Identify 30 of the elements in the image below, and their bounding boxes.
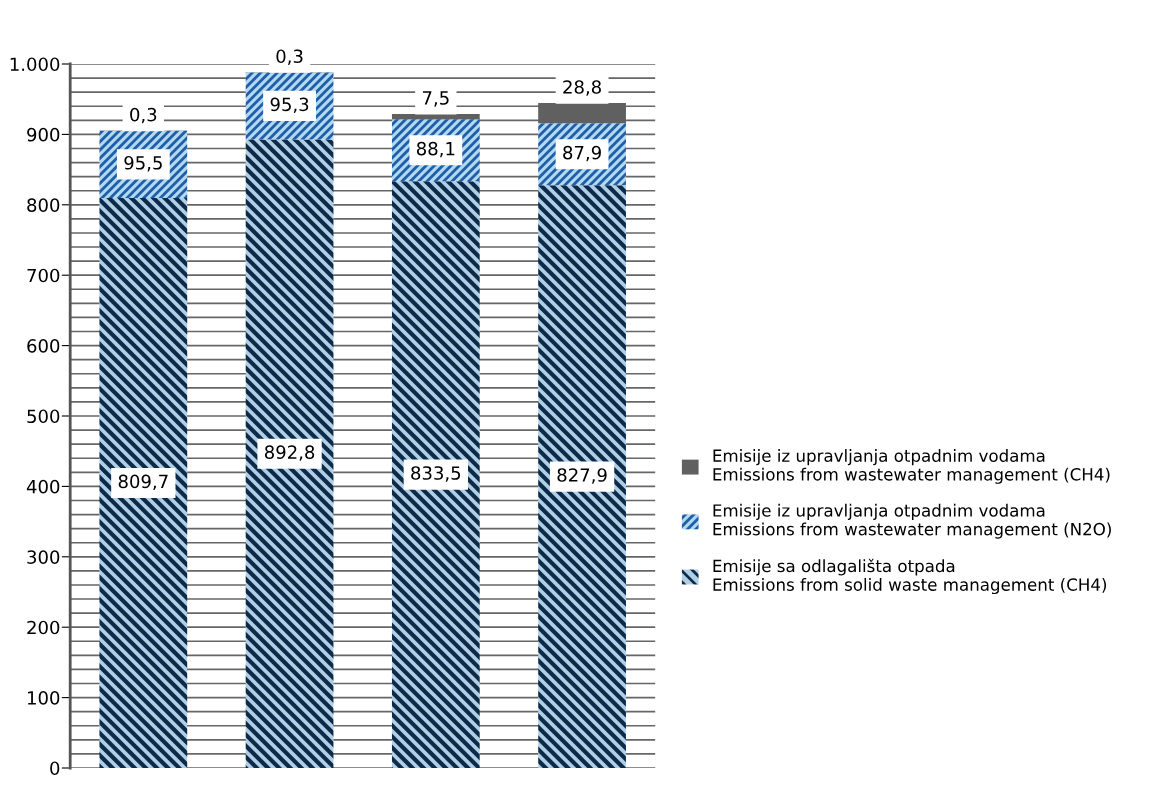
bar [391,181,480,768]
legend-label: Emisije iz upravljanja otpadnim vodama Emissions from wastewater management (CH4) [713,449,1110,484]
y-tick-label: 500 [27,409,60,424]
legend-label: Emisije iz upravljanja otpadnim vodama Emissions from wastewater management (N2O) [713,503,1111,539]
data-label: 0,3 [130,107,157,124]
bar [99,197,188,768]
data-label: 28,8 [563,80,601,96]
bar [245,139,334,768]
data-label: 95,3 [270,97,309,113]
y-tick-label: 300 [27,550,60,564]
y-tick-label: 0 [50,761,60,776]
y-tick-label: 600 [27,339,60,353]
data-label: 7,5 [422,91,449,107]
y-tick-label: 700 [27,268,60,283]
data-label: 87,9 [563,145,601,162]
data-label: 88,1 [416,141,455,158]
y-tick-label: 100 [28,691,60,705]
data-label: 892,8 [264,445,315,461]
y-tick-label: 900 [27,127,60,142]
y-tick-label: 1.000 [10,57,60,72]
data-label: 827,9 [557,468,607,484]
y-tick-label: 200 [27,620,60,635]
data-label: 833,5 [411,466,461,482]
text: Emisije sa odlagališta otpada Emissions from solid waste management (CH4) [713,558,1107,595]
data-label: 95,5 [124,155,162,172]
data-label: 0,3 [276,49,303,65]
bar [538,185,626,768]
y-tick-label: 800 [27,198,60,212]
y-tick-label: 400 [26,479,60,494]
data-label: 809,7 [118,474,168,491]
